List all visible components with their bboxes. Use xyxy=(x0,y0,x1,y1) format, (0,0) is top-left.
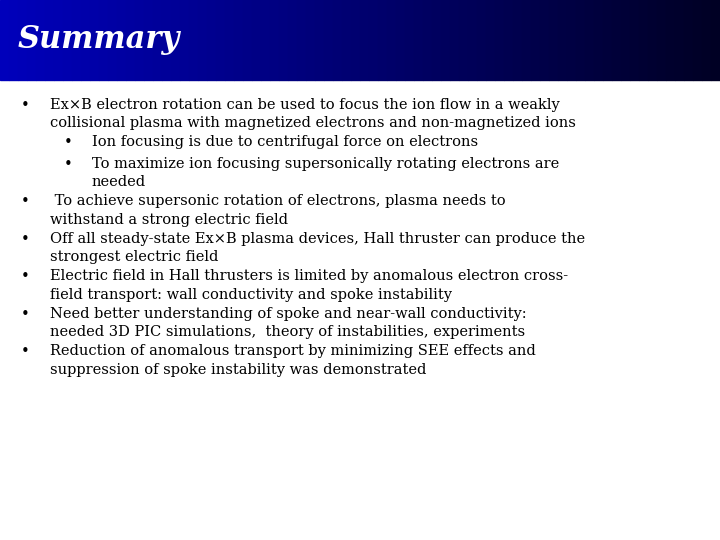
Text: Ion focusing is due to centrifugal force on electrons: Ion focusing is due to centrifugal force… xyxy=(92,136,478,150)
Bar xyxy=(360,0,369,80)
Bar xyxy=(207,0,216,80)
Bar xyxy=(297,0,306,80)
Text: •: • xyxy=(21,98,30,113)
Text: •: • xyxy=(63,136,73,151)
Bar xyxy=(594,0,603,80)
Bar xyxy=(63,0,72,80)
Text: •: • xyxy=(21,269,30,285)
Bar xyxy=(126,0,135,80)
Bar xyxy=(693,0,702,80)
Bar xyxy=(612,0,621,80)
Bar xyxy=(513,0,522,80)
Bar xyxy=(459,0,468,80)
Bar xyxy=(495,0,504,80)
Bar xyxy=(450,0,459,80)
Bar xyxy=(117,0,126,80)
Bar xyxy=(648,0,657,80)
Bar xyxy=(180,0,189,80)
Bar xyxy=(414,0,423,80)
Text: •: • xyxy=(63,157,73,172)
Bar xyxy=(639,0,648,80)
Bar xyxy=(135,0,144,80)
Bar xyxy=(279,0,288,80)
Bar xyxy=(657,0,666,80)
Bar xyxy=(99,0,108,80)
Bar xyxy=(234,0,243,80)
Bar xyxy=(432,0,441,80)
Bar xyxy=(144,0,153,80)
Bar xyxy=(198,0,207,80)
Text: •: • xyxy=(21,307,30,322)
Bar xyxy=(333,0,342,80)
Text: Ex×B electron rotation can be used to focus the ion flow in a weakly
collisional: Ex×B electron rotation can be used to fo… xyxy=(50,98,576,130)
Bar xyxy=(504,0,513,80)
Bar xyxy=(621,0,630,80)
Bar xyxy=(342,0,351,80)
Bar xyxy=(567,0,576,80)
Bar xyxy=(603,0,612,80)
Text: Reduction of anomalous transport by minimizing SEE effects and
suppression of sp: Reduction of anomalous transport by mini… xyxy=(50,345,536,377)
Bar xyxy=(324,0,333,80)
Text: To maximize ion focusing supersonically rotating electrons are
needed: To maximize ion focusing supersonically … xyxy=(92,157,559,189)
Bar xyxy=(702,0,711,80)
Bar xyxy=(27,0,36,80)
Bar xyxy=(711,0,720,80)
Bar xyxy=(315,0,324,80)
Bar xyxy=(36,0,45,80)
Bar xyxy=(387,0,396,80)
Text: •: • xyxy=(21,194,30,210)
Bar xyxy=(558,0,567,80)
Bar xyxy=(351,0,360,80)
Bar xyxy=(522,0,531,80)
Bar xyxy=(162,0,171,80)
Bar xyxy=(369,0,378,80)
Bar xyxy=(54,0,63,80)
Bar xyxy=(441,0,450,80)
Bar xyxy=(468,0,477,80)
Bar xyxy=(684,0,693,80)
Bar xyxy=(0,0,9,80)
Bar xyxy=(666,0,675,80)
Bar xyxy=(270,0,279,80)
Bar xyxy=(171,0,180,80)
Bar xyxy=(225,0,234,80)
Bar xyxy=(72,0,81,80)
Bar xyxy=(576,0,585,80)
Text: Electric field in Hall thrusters is limited by anomalous electron cross-
field t: Electric field in Hall thrusters is limi… xyxy=(50,269,568,302)
Text: Off all steady-state Ex×B plasma devices, Hall thruster can produce the
stronges: Off all steady-state Ex×B plasma devices… xyxy=(50,232,585,264)
Bar xyxy=(531,0,540,80)
Bar xyxy=(9,0,18,80)
Bar xyxy=(216,0,225,80)
Text: •: • xyxy=(21,232,30,247)
Bar xyxy=(486,0,495,80)
Bar xyxy=(288,0,297,80)
Bar xyxy=(477,0,486,80)
Bar xyxy=(261,0,270,80)
Bar xyxy=(405,0,414,80)
Bar xyxy=(585,0,594,80)
Bar xyxy=(549,0,558,80)
Text: To achieve supersonic rotation of electrons, plasma needs to
withstand a strong : To achieve supersonic rotation of electr… xyxy=(50,194,505,227)
Bar xyxy=(675,0,684,80)
Bar xyxy=(306,0,315,80)
Bar xyxy=(252,0,261,80)
Text: Need better understanding of spoke and near-wall conductivity:
needed 3D PIC sim: Need better understanding of spoke and n… xyxy=(50,307,526,339)
Text: Summary: Summary xyxy=(18,24,180,56)
Bar xyxy=(243,0,252,80)
Bar xyxy=(108,0,117,80)
Bar xyxy=(396,0,405,80)
Text: •: • xyxy=(21,345,30,360)
Bar xyxy=(90,0,99,80)
Bar xyxy=(540,0,549,80)
Bar xyxy=(378,0,387,80)
Bar xyxy=(153,0,162,80)
Bar xyxy=(630,0,639,80)
Bar xyxy=(18,0,27,80)
Bar xyxy=(81,0,90,80)
Bar xyxy=(45,0,54,80)
Bar xyxy=(423,0,432,80)
Bar xyxy=(189,0,198,80)
